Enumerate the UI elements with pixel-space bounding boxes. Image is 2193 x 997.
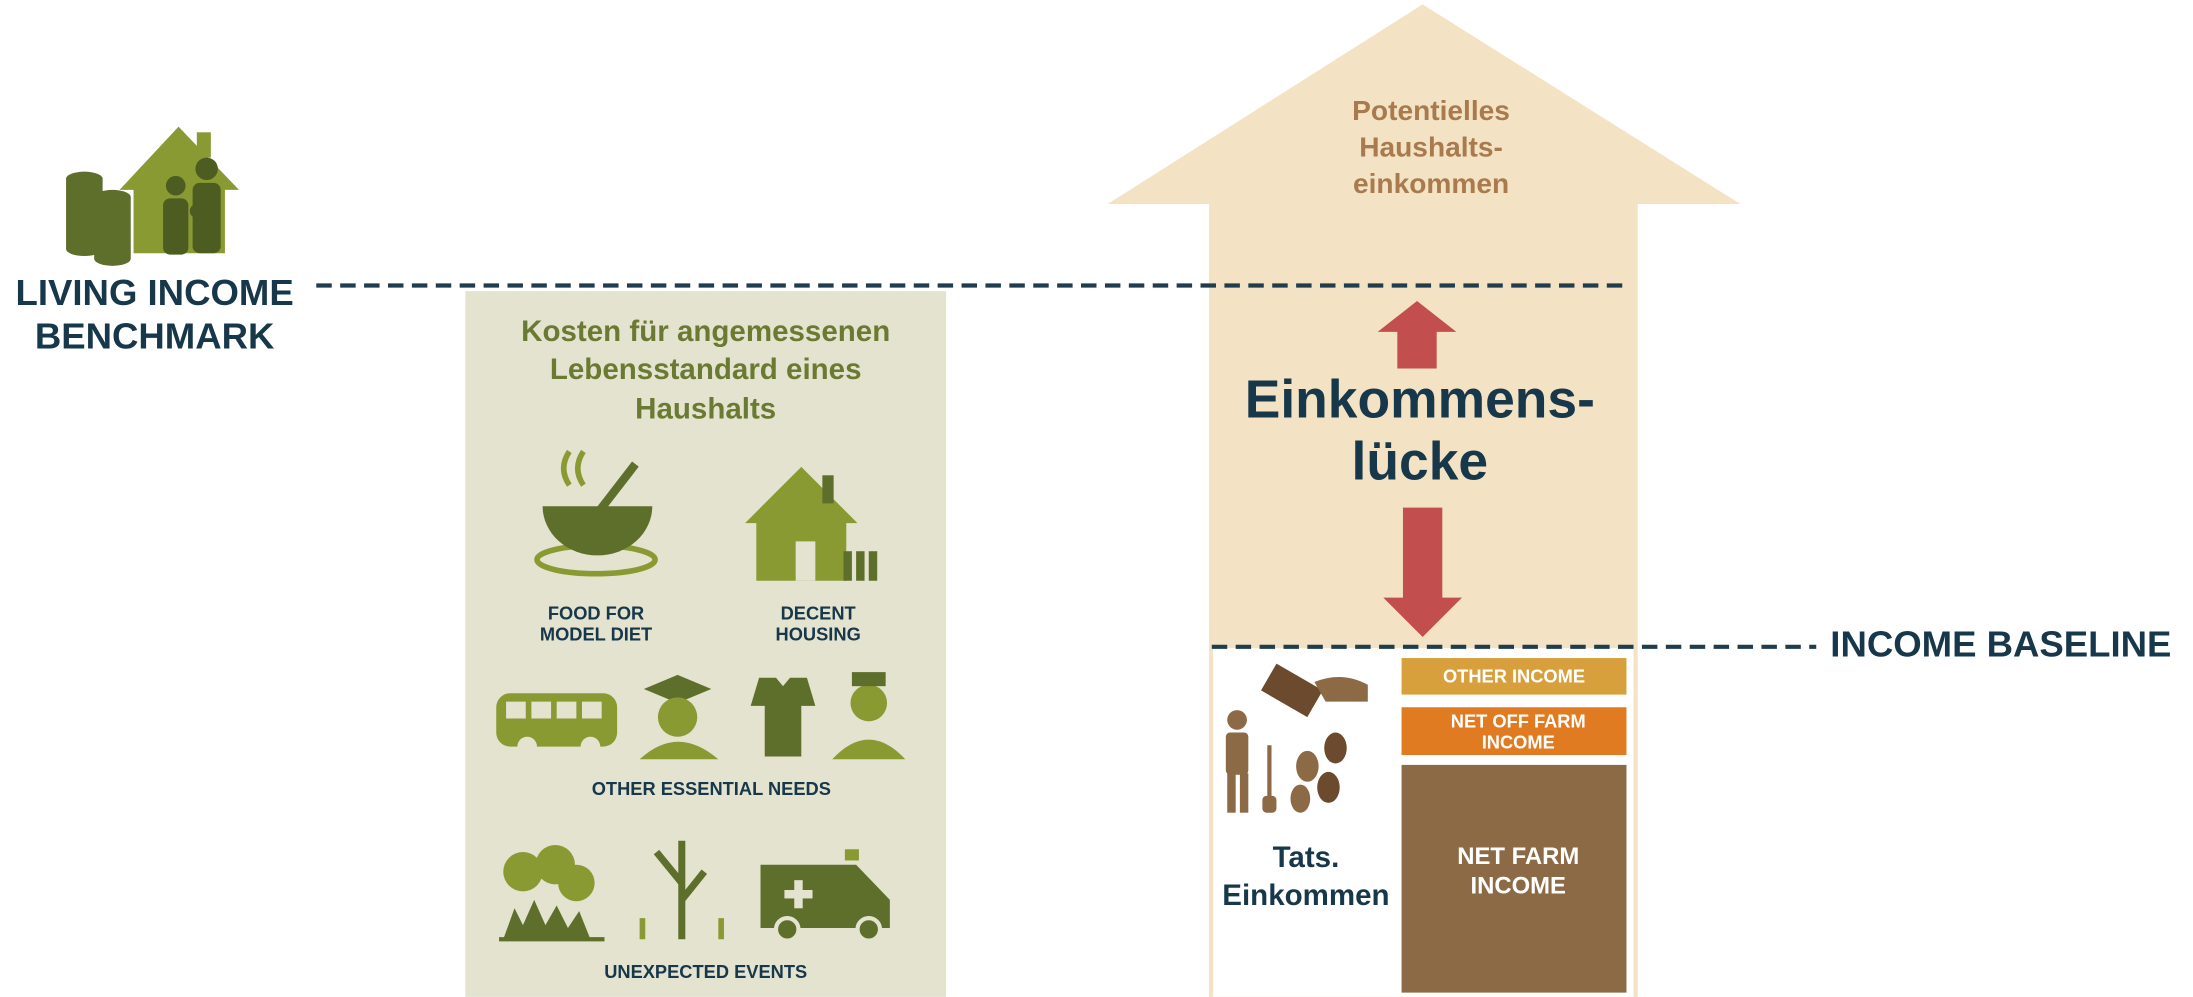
food-label: MODEL DIET [540,623,652,644]
page: LIVING INCOME BENCHMARK Kosten für angem… [0,0,2193,997]
farm-label: NET FARM [1457,843,1579,870]
farm-label: INCOME [1470,873,1565,900]
gap-label: lücke [1352,433,1489,492]
benchmark-icon [66,127,239,266]
actual-label: Tats. [1273,841,1340,874]
potential-label: Haushalts- [1359,132,1503,163]
benchmark-label: BENCHMARK [35,316,275,357]
other-income-label: OTHER INCOME [1443,666,1585,687]
benchmark-label: LIVING INCOME [16,272,294,313]
actual-label: Einkommen [1222,879,1389,912]
baseline-label: INCOME BASELINE [1830,623,2171,664]
potential-label: einkommen [1353,168,1509,199]
costs-title: Lebensstandard eines [550,353,862,386]
off-farm-label: INCOME [1482,732,1555,753]
costs-title: Haushalts [635,392,776,425]
gap-label: Einkommens- [1245,371,1595,430]
infographic: LIVING INCOME BENCHMARK Kosten für angem… [0,0,2193,997]
off-farm-label: NET OFF FARM [1451,711,1586,732]
costs-title: Kosten für angemessenen [521,315,890,348]
housing-label: DECENT [781,602,856,623]
potential-label: Potentielles [1352,95,1510,126]
other-needs-label: OTHER ESSENTIAL NEEDS [592,778,831,799]
unexpected-label: UNEXPECTED EVENTS [604,961,807,982]
food-label: FOOD FOR [548,602,644,623]
housing-label: HOUSING [776,623,861,644]
